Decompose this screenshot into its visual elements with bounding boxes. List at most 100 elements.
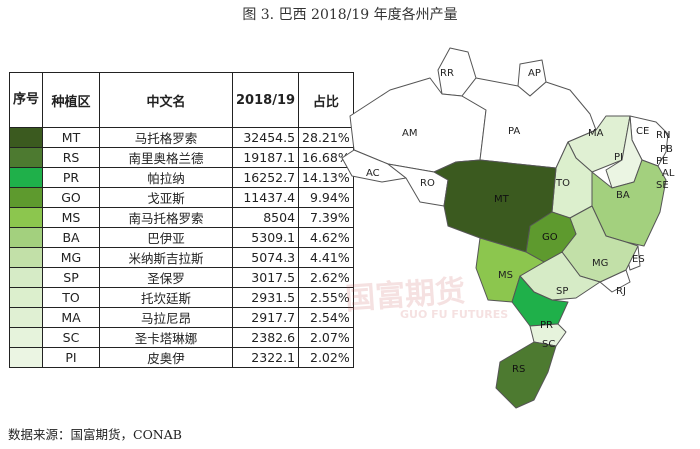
map-label-sc: SC	[542, 339, 555, 350]
state-cn-name: 马拉尼昂	[99, 307, 234, 328]
state-code: MT	[42, 127, 101, 148]
state-share: 9.94%	[298, 187, 354, 208]
state-code: MG	[42, 247, 101, 268]
map-label-se: SE	[656, 180, 669, 191]
table-row: PR 帕拉纳 16252.7 14.13%	[8, 167, 354, 188]
state-cn-name: 圣卡塔琳娜	[99, 327, 234, 348]
header-seq: 序号	[8, 72, 44, 128]
color-swatch	[8, 167, 44, 188]
header-cn-name: 中文名	[99, 72, 234, 128]
table-row: TO 托坎廷斯 2931.5 2.55%	[8, 287, 354, 308]
map-label-es: ES	[632, 254, 645, 265]
state-code: MS	[42, 207, 101, 228]
state-cn-name: 皮奥伊	[99, 347, 234, 368]
map-region-MT	[433, 159, 557, 253]
map-label-ce: CE	[636, 126, 649, 137]
state-value: 2917.7	[232, 307, 300, 328]
state-value: 2382.6	[232, 327, 300, 348]
header-area: 种植区	[42, 72, 101, 128]
state-value: 16252.7	[232, 167, 300, 188]
state-value: 11437.4	[232, 187, 300, 208]
table-row: MA 马拉尼昂 2917.7 2.54%	[8, 307, 354, 328]
map-label-am: AM	[402, 128, 417, 139]
state-value: 19187.1	[232, 147, 300, 168]
table-row: MS 南马托格罗索 8504 7.39%	[8, 207, 354, 228]
color-swatch	[8, 307, 44, 328]
data-source-note: 数据来源：国富期货，CONAB	[8, 427, 182, 442]
state-code: BA	[42, 227, 101, 248]
map-label-pb: PB	[660, 144, 673, 155]
state-code: TO	[42, 287, 101, 308]
table-header-row: 序号 种植区 中文名 2018/19 占比	[8, 72, 354, 128]
color-swatch	[8, 267, 44, 288]
header-share: 占比	[298, 72, 354, 128]
map-label-sp: SP	[556, 286, 568, 297]
color-swatch	[8, 207, 44, 228]
map-label-ap: AP	[528, 68, 541, 79]
state-value: 5074.3	[232, 247, 300, 268]
map-label-rj: RJ	[616, 286, 626, 297]
map-region-SC	[529, 323, 567, 347]
state-share: 2.54%	[298, 307, 354, 328]
state-share: 2.02%	[298, 347, 354, 368]
state-cn-name: 圣保罗	[99, 267, 234, 288]
state-value: 2931.5	[232, 287, 300, 308]
map-label-pe: PE	[656, 156, 668, 167]
state-share: 7.39%	[298, 207, 354, 228]
state-cn-name: 巴伊亚	[99, 227, 234, 248]
state-value: 5309.1	[232, 227, 300, 248]
map-label-al: AL	[662, 168, 675, 179]
map-label-ma: MA	[588, 128, 604, 139]
state-value: 8504	[232, 207, 300, 228]
color-swatch	[8, 147, 44, 168]
map-label-rn: RN	[656, 130, 670, 141]
state-value: 32454.5	[232, 127, 300, 148]
map-label-mt: MT	[494, 194, 510, 205]
table-row: SC 圣卡塔琳娜 2382.6 2.07%	[8, 327, 354, 348]
table-row: MT 马托格罗索 32454.5 28.21%	[8, 127, 354, 148]
map-label-to: TO	[555, 178, 570, 189]
state-code: MA	[42, 307, 101, 328]
table-body: MT 马托格罗索 32454.5 28.21% RS 南里奥格兰德 19187.1 16.68…	[8, 127, 354, 368]
map-region-RS	[495, 341, 557, 409]
table-row: SP 圣保罗 3017.5 2.62%	[8, 267, 354, 288]
color-swatch	[8, 327, 44, 348]
state-cn-name: 南马托格罗索	[99, 207, 234, 228]
state-code: GO	[42, 187, 101, 208]
state-code: RS	[42, 147, 101, 168]
map-label-rs: RS	[512, 364, 525, 375]
state-code: PR	[42, 167, 101, 188]
color-swatch	[8, 127, 44, 148]
state-value: 3017.5	[232, 267, 300, 288]
production-table: 序号 种植区 中文名 2018/19 占比 MT 马托格罗索 32454.5 28.2…	[8, 72, 354, 368]
color-swatch	[8, 247, 44, 268]
map-label-mg: MG	[592, 258, 608, 269]
state-cn-name: 米纳斯吉拉斯	[99, 247, 234, 268]
table-row: GO 戈亚斯 11437.4 9.94%	[8, 187, 354, 208]
state-share: 28.21%	[298, 127, 354, 148]
state-value: 2322.1	[232, 347, 300, 368]
state-cn-name: 马托格罗索	[99, 127, 234, 148]
state-share: 4.41%	[298, 247, 354, 268]
color-swatch	[8, 347, 44, 368]
table-row: RS 南里奥格兰德 19187.1 16.68%	[8, 147, 354, 168]
state-share: 2.55%	[298, 287, 354, 308]
chart-title: 图 3. 巴西 2018/19 年度各州产量	[242, 7, 458, 23]
map-label-rr: RR	[440, 68, 454, 79]
state-code: SP	[42, 267, 101, 288]
state-cn-name: 戈亚斯	[99, 187, 234, 208]
map-label-ro: RO	[420, 178, 435, 189]
map-label-pi: PI	[614, 152, 623, 163]
state-cn-name: 托坎廷斯	[99, 287, 234, 308]
map-label-ba: BA	[616, 190, 630, 201]
color-swatch	[8, 187, 44, 208]
header-value: 2018/19	[232, 72, 300, 128]
state-code: PI	[42, 347, 101, 368]
color-swatch	[8, 287, 44, 308]
map-label-pa: PA	[508, 126, 520, 137]
map-label-go: GO	[542, 232, 558, 243]
table-row: BA 巴伊亚 5309.1 4.62%	[8, 227, 354, 248]
map-label-pr: PR	[540, 320, 553, 331]
state-cn-name: 南里奥格兰德	[99, 147, 234, 168]
